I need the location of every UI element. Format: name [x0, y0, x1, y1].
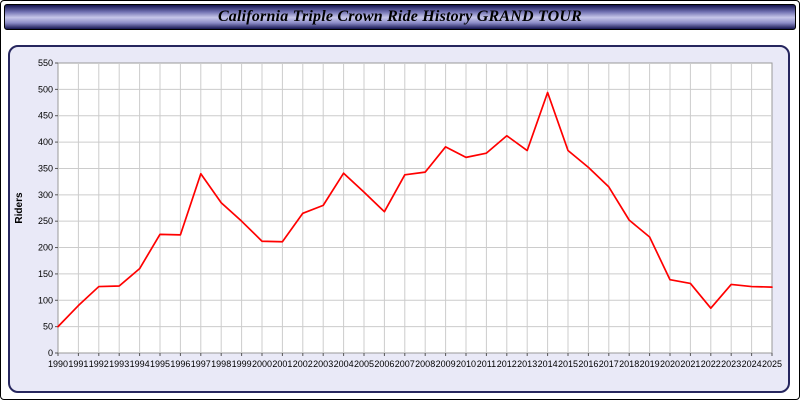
x-tick-label: 2016 [578, 359, 598, 369]
x-tick-label: 2023 [721, 359, 741, 369]
x-tick-label: 2006 [374, 359, 394, 369]
y-tick-label: 100 [38, 295, 53, 305]
y-tick-label: 450 [38, 111, 53, 121]
x-tick-label: 2021 [680, 359, 700, 369]
x-tick-label: 1994 [130, 359, 150, 369]
x-tick-label: 2012 [497, 359, 517, 369]
y-tick-label: 500 [38, 84, 53, 94]
x-tick-label: 2000 [252, 359, 272, 369]
y-axis-label: Riders [14, 192, 25, 224]
x-tick-label: 2008 [415, 359, 435, 369]
x-tick-label: 1998 [211, 359, 231, 369]
x-tick-label: 1990 [48, 359, 68, 369]
x-tick-label: 1995 [150, 359, 170, 369]
x-tick-label: 2020 [660, 359, 680, 369]
plot-area [57, 62, 773, 354]
x-tick-label: 2015 [558, 359, 578, 369]
page-title: California Triple Crown Ride History GRA… [217, 8, 583, 25]
x-tick-label: 2009 [436, 359, 456, 369]
x-tick-label: 2022 [701, 359, 721, 369]
x-tick-label: 2001 [272, 359, 292, 369]
x-tick-label: 1996 [170, 359, 190, 369]
x-tick-label: 2003 [313, 359, 333, 369]
x-tick-label: 2004 [334, 359, 354, 369]
y-tick-label: 150 [38, 269, 53, 279]
y-tick-label: 50 [43, 322, 53, 332]
x-tick-label: 2007 [395, 359, 415, 369]
x-tick-label: 2017 [599, 359, 619, 369]
x-tick-label: 2005 [354, 359, 374, 369]
y-tick-label: 0 [48, 348, 53, 358]
y-tick-label: 250 [38, 216, 53, 226]
x-tick-label: 1991 [68, 359, 88, 369]
y-tick-label: 400 [38, 137, 53, 147]
chart-panel: 0 50 100 150 200 250 300 350 400 450 500 550 1990 199… [8, 45, 790, 393]
y-tick-label: 550 [38, 58, 53, 68]
y-tick-label: 350 [38, 163, 53, 173]
x-tick-label: 1992 [89, 359, 109, 369]
x-tick-label: 2002 [293, 359, 313, 369]
y-tick-label: 300 [38, 190, 53, 200]
x-tick-label: 2024 [742, 359, 762, 369]
x-tick-label: 2025 [762, 359, 782, 369]
x-tick-label: 2011 [477, 359, 496, 369]
x-tick-label: 2018 [619, 359, 639, 369]
x-tick-label: 1997 [191, 359, 211, 369]
x-tick-label: 1993 [109, 359, 129, 369]
x-tick-label: 1999 [232, 359, 252, 369]
title-bar: California Triple Crown Ride History GRA… [4, 4, 796, 30]
series-line-riders [57, 91, 773, 328]
y-tick-label: 200 [38, 243, 53, 253]
x-tick-label: 2013 [517, 359, 537, 369]
x-tick-label: 2019 [640, 359, 660, 369]
x-tick-label: 2014 [538, 359, 558, 369]
x-tick-label: 2010 [456, 359, 476, 369]
